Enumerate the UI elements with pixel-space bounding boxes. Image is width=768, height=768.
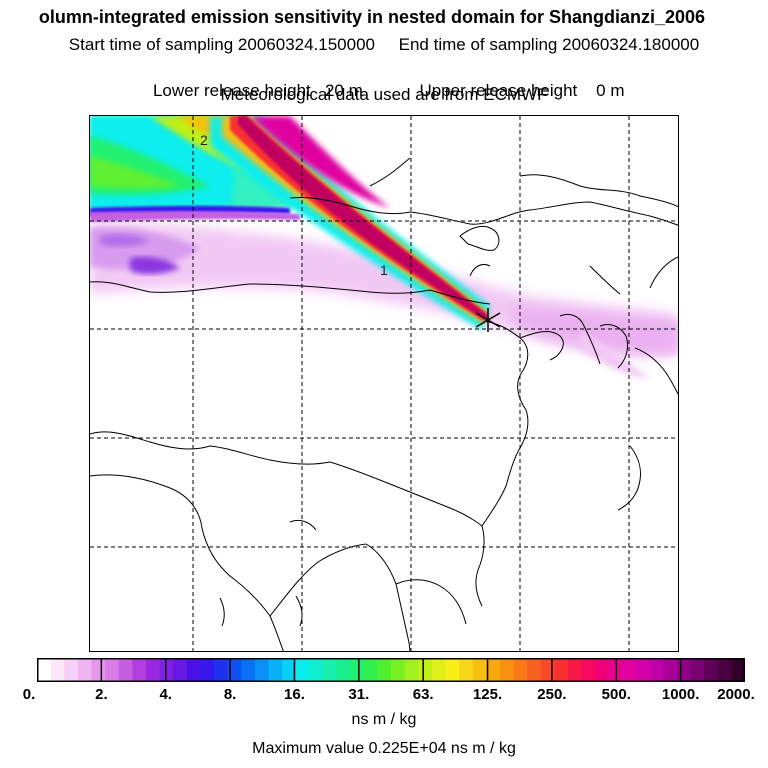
- colorbar-cell: [513, 658, 528, 682]
- colorbar-cell: [540, 658, 555, 682]
- colorbar: [37, 658, 745, 682]
- colorbar-cell: [676, 658, 692, 682]
- colorbar-cell: [186, 658, 201, 682]
- start-time-label: Start time of sampling 20060324.150000: [68, 35, 376, 54]
- colorbar-cell: [173, 658, 188, 682]
- colorbar-cell: [132, 658, 147, 682]
- colorbar-cell: [200, 658, 215, 682]
- contour-label-2: 2: [200, 132, 208, 148]
- colorbar-cell: [690, 658, 705, 682]
- colorbar-cell: [704, 658, 719, 682]
- colorbar-cell: [472, 658, 487, 682]
- plume-main-band: [210, 116, 490, 330]
- colorbar-tick-label: 2.: [95, 686, 108, 703]
- emission-sensitivity-map: 2 1: [89, 115, 679, 652]
- receptor-star-icon: [475, 308, 501, 332]
- colorbar-cell: [459, 658, 474, 682]
- map-title: olumn-integrated emission sensitivity in…: [38, 7, 706, 27]
- colorbar-cell: [568, 658, 583, 682]
- map-canvas: [90, 116, 678, 651]
- colorbar-cell: [295, 658, 310, 682]
- contour-label-1: 1: [380, 262, 388, 278]
- colorbar-cell: [37, 658, 52, 682]
- colorbar-cell: [77, 658, 93, 682]
- colorbar-cell: [445, 658, 460, 682]
- colorbar-cell: [50, 658, 65, 682]
- colorbar-cell: [581, 658, 596, 682]
- colorbar-cell: [717, 658, 732, 682]
- colorbar-tick-label: 250.: [537, 686, 567, 703]
- colorbar-tick-label: 16.: [284, 686, 305, 703]
- colorbar-cell: [159, 658, 174, 682]
- colorbar-cell: [214, 658, 229, 682]
- colorbar-cell: [391, 658, 406, 682]
- colorbar-cell: [663, 658, 678, 682]
- colorbar-cell: [636, 658, 651, 682]
- colorbar-cell: [350, 658, 365, 682]
- maximum-value-label: Maximum value 0.225E+04 ns m / kg: [252, 740, 516, 757]
- colorbar-cell: [404, 658, 419, 682]
- colorbar-tick-label: 500.: [601, 686, 631, 703]
- colorbar-cell: [268, 658, 283, 682]
- colorbar-cell: [377, 658, 392, 682]
- sampling-times: Start time of sampling 20060324.150000 E…: [0, 35, 768, 55]
- colorbar-cell: [486, 658, 501, 682]
- colorbar-cell: [105, 658, 120, 682]
- colorbar-tick-label: 0.: [22, 686, 36, 703]
- coastlines: [90, 157, 678, 651]
- colorbar-cell: [731, 658, 745, 682]
- end-time-label: End time of sampling 20060324.180000: [398, 35, 700, 54]
- colorbar-cell: [241, 658, 256, 682]
- upper-release-label: Upper release height 0 m: [419, 81, 625, 100]
- colorbar-cell: [595, 658, 610, 682]
- lower-release-label: Lower release height 20 m: [152, 81, 363, 100]
- colorbar-cell: [431, 658, 447, 682]
- colorbar-cell: [254, 658, 270, 682]
- colorbar-tick-label: 125.: [472, 686, 503, 703]
- colorbar-cell: [418, 658, 433, 682]
- release-heights: Lower release height 20 m Upper release …: [0, 61, 768, 101]
- colorbar-cell: [649, 658, 664, 682]
- colorbar-tick-label: 2000.: [717, 686, 755, 703]
- colorbar-tick-label: 31.: [348, 686, 370, 703]
- lat-lon-grid: [90, 116, 678, 651]
- colorbar-unit: ns m / kg: [351, 711, 417, 728]
- colorbar-cell: [499, 658, 515, 682]
- colorbar-cell: [118, 658, 133, 682]
- colorbar-cell: [282, 658, 297, 682]
- colorbar-cell: [336, 658, 351, 682]
- colorbar-cell: [91, 658, 106, 682]
- colorbar-border: [37, 658, 745, 682]
- colorbar-cell: [309, 658, 324, 682]
- colorbar-cell: [363, 658, 378, 682]
- colorbar-cell: [622, 658, 637, 682]
- colorbar-cell: [145, 658, 161, 682]
- colorbar-tick-label: 1000.: [661, 686, 700, 703]
- colorbar-tick-label: 8.: [223, 686, 237, 703]
- colorbar-tick-label: 4.: [159, 686, 172, 703]
- met-data-label: Meteorological data used are from ECMWF: [220, 85, 548, 104]
- colorbar-tick-label: 63.: [412, 686, 434, 703]
- colorbar-cell: [322, 658, 338, 682]
- colorbar-cell: [554, 658, 569, 682]
- colorbar-cell: [527, 658, 542, 682]
- colorbar-scale: [37, 658, 745, 682]
- colorbar-cell: [64, 658, 79, 682]
- colorbar-cell: [227, 658, 242, 682]
